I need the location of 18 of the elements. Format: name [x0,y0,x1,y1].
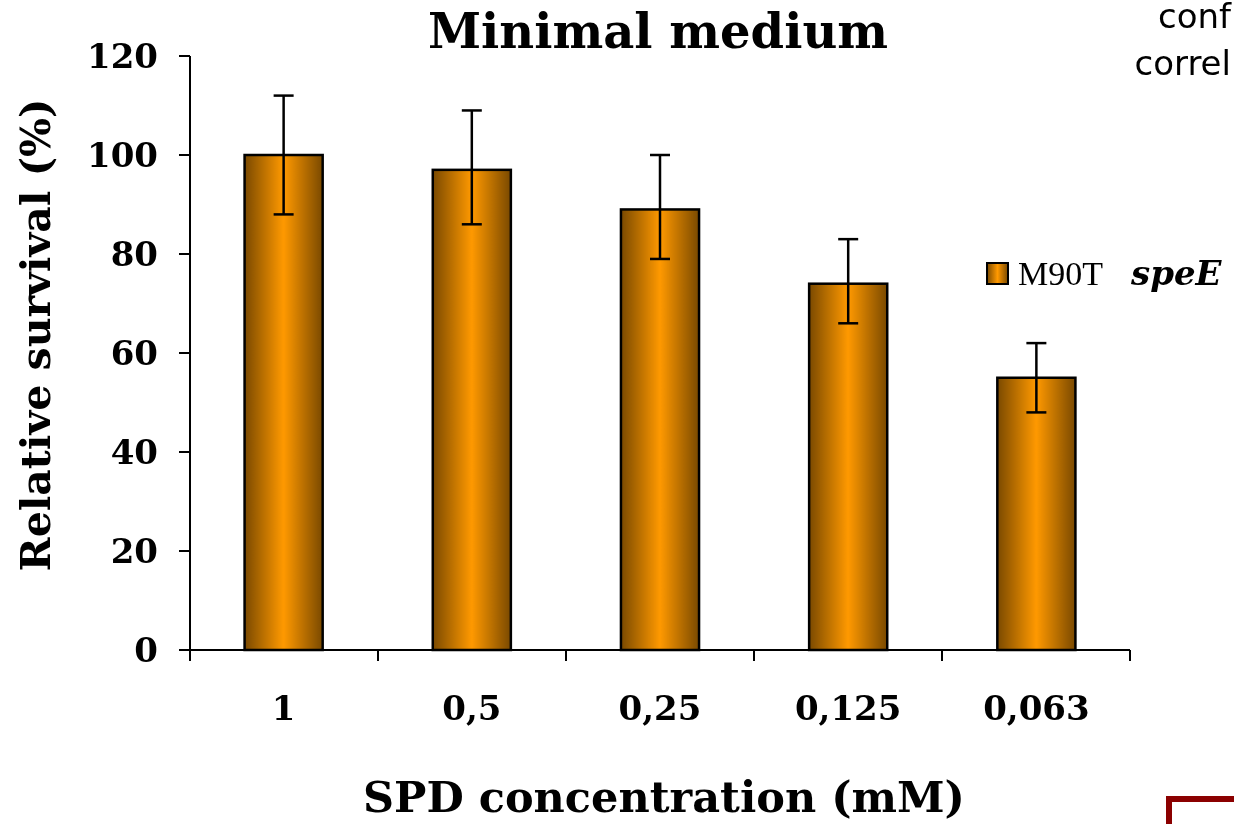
chart-title: Minimal medium [427,3,889,59]
text: correl [1134,43,1231,83]
legend-label: M90T speE [1018,253,1223,293]
y-tick-label: 60 [110,333,158,374]
text: conf [1157,0,1233,36]
y-axis-title: Relative survival (%) [12,98,60,572]
x-tick-label: 0,125 [794,688,902,728]
x-axis-title: SPD concentration (mM) [363,772,965,822]
x-tick-label: 1 [271,688,296,728]
x-tick-label: 0,25 [618,688,702,728]
y-tick-label: 0 [134,630,158,671]
y-tick-label: 120 [87,36,158,77]
y-tick-label: 80 [110,234,158,275]
x-tick-label: 0,063 [983,688,1090,728]
y-tick-label: 100 [87,135,158,176]
y-tick-label: 40 [110,432,158,473]
y-tick-label: 20 [110,531,158,572]
x-tick-label: 0,5 [442,688,502,728]
